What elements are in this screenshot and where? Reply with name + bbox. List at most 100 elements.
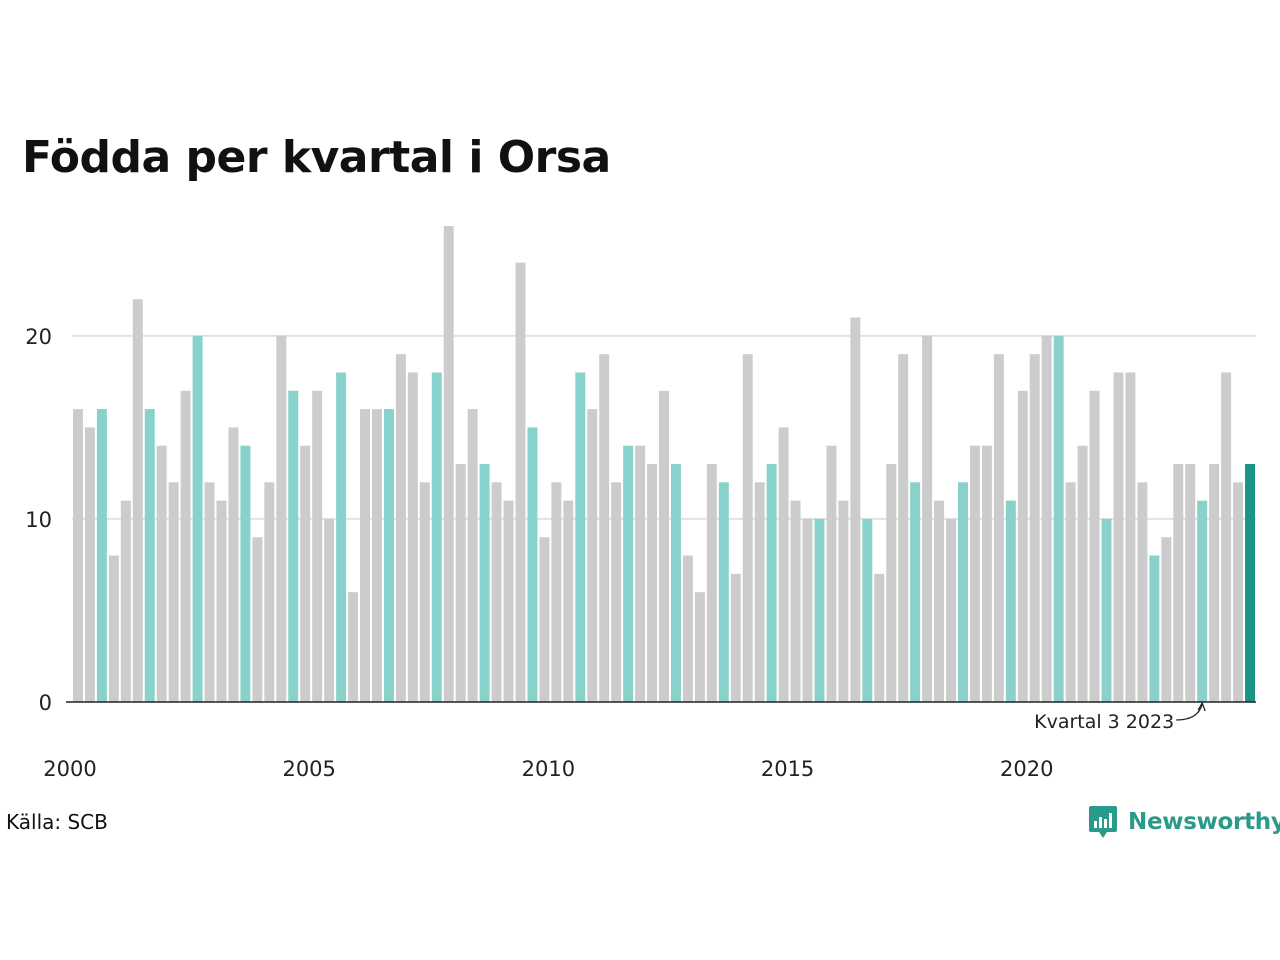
bar — [156, 445, 167, 702]
bar — [826, 445, 837, 702]
bar — [395, 354, 406, 702]
bar — [659, 390, 669, 702]
bar — [288, 390, 299, 702]
bar — [1017, 390, 1028, 702]
bar — [1041, 335, 1052, 702]
bar — [981, 445, 992, 702]
bar — [96, 409, 107, 702]
bar — [240, 445, 251, 702]
bar — [599, 354, 610, 702]
bar — [958, 482, 968, 702]
bar — [407, 372, 418, 702]
x-tick-label: 2000 — [43, 757, 96, 781]
bar — [336, 372, 347, 702]
bar — [802, 518, 813, 702]
bar — [383, 409, 394, 702]
bar — [1065, 482, 1076, 702]
bar — [587, 409, 598, 702]
bar — [993, 354, 1004, 702]
bar — [838, 500, 849, 702]
bar — [1101, 518, 1112, 702]
bar — [814, 518, 825, 702]
bar — [539, 537, 550, 702]
bar — [168, 482, 179, 702]
bar — [922, 335, 933, 702]
newsworthy-icon — [1089, 806, 1117, 838]
bar — [730, 573, 741, 702]
bar — [120, 500, 131, 702]
bar — [455, 464, 466, 702]
bar — [1245, 464, 1255, 702]
bar — [778, 427, 789, 702]
bar — [276, 335, 287, 702]
bar — [862, 518, 873, 702]
bar — [670, 464, 681, 702]
bar — [647, 464, 658, 702]
bar — [742, 354, 753, 702]
bar — [252, 537, 263, 702]
bar — [312, 390, 323, 702]
bar — [144, 409, 155, 702]
bar — [204, 482, 215, 702]
bar — [898, 354, 909, 702]
bar — [623, 445, 634, 702]
bar — [575, 372, 586, 702]
annotation-arrow — [1176, 703, 1203, 721]
bars — [73, 226, 1255, 702]
bar — [766, 464, 777, 702]
bar — [1149, 555, 1160, 702]
bar — [1113, 372, 1124, 702]
bar — [348, 592, 359, 702]
bar — [443, 226, 454, 702]
bar — [910, 482, 921, 702]
bar — [371, 409, 382, 702]
bar — [515, 262, 526, 702]
bar — [611, 482, 622, 702]
bar — [1077, 445, 1088, 702]
bar — [431, 372, 442, 702]
bar — [1197, 500, 1208, 702]
bar — [694, 592, 705, 702]
bar — [946, 518, 957, 702]
bar — [1125, 372, 1136, 702]
bar — [360, 409, 370, 702]
bar — [108, 555, 119, 702]
bar — [132, 299, 143, 702]
bar — [563, 500, 574, 702]
bar — [324, 518, 335, 702]
bar — [1161, 537, 1172, 702]
source-note: Källa: SCB — [6, 810, 108, 834]
bar — [790, 500, 801, 702]
bar — [1029, 354, 1040, 702]
bar — [180, 390, 191, 702]
bar — [874, 573, 885, 702]
x-tick-label: 2010 — [522, 757, 575, 781]
bar — [467, 409, 478, 702]
bar — [1089, 390, 1100, 702]
annotation-label: Kvartal 3 2023 — [1034, 711, 1174, 733]
bar-chart: 0 10 20 2000 2005 2010 2015 2020 Kvartal 3 2023 — [25, 226, 1256, 781]
bar — [754, 482, 765, 702]
bar — [479, 464, 490, 702]
bar — [969, 445, 980, 702]
bar — [419, 482, 430, 702]
bar — [503, 500, 514, 702]
annotation: Kvartal 3 2023 — [1034, 701, 1206, 733]
bar — [1185, 464, 1196, 702]
bar — [682, 555, 693, 702]
bar — [850, 317, 861, 702]
bar — [192, 335, 203, 702]
annotation-arrowhead — [1197, 701, 1206, 712]
bar — [1233, 482, 1244, 702]
bar — [73, 409, 83, 702]
y-tick-label: 20 — [25, 325, 52, 349]
bar — [706, 464, 717, 702]
bar — [527, 427, 538, 702]
bar — [491, 482, 502, 702]
y-tick-label: 10 — [25, 508, 52, 532]
bar — [718, 482, 729, 702]
bar — [1137, 482, 1148, 702]
bar — [228, 427, 239, 702]
x-tick-label: 2005 — [282, 757, 335, 781]
x-tick-label: 2015 — [761, 757, 814, 781]
